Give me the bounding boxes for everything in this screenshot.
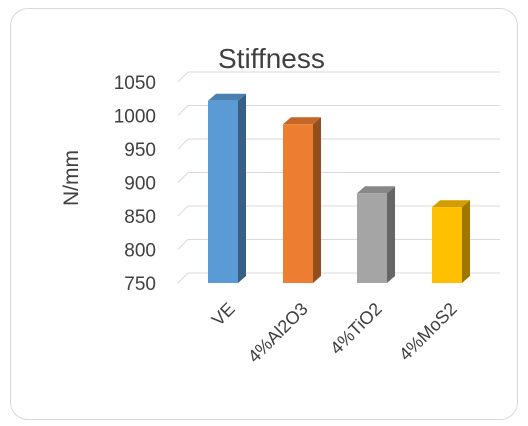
gridline [177,172,500,183]
y-tick-label: 900 [124,174,156,195]
y-tick-label: 850 [124,207,156,228]
bar-4-tio2 [357,186,395,283]
gridline [177,272,500,284]
y-tick-label: 750 [124,274,156,295]
gridline [177,105,500,116]
y-tick-labels: 750 800 850 900 950 1000 1050 [114,73,156,295]
gridline [177,205,500,217]
category-label: 4%Al2O3 [244,299,312,367]
category-label: VE [208,299,239,330]
y-tick-label: 950 [124,140,156,161]
y-tick-label: 800 [124,241,156,262]
y-tick-label: 1000 [114,107,156,128]
bar-ve [208,93,246,283]
category-label: 4%MoS2 [395,299,461,365]
bar-4-al2o3 [283,117,321,284]
gridline [177,239,500,250]
bars [208,93,470,284]
gridlines [177,71,500,284]
category-labels: VE 4%Al2O3 4%TiO2 4%MoS2 [208,299,461,367]
y-axis-label: N/mm [60,150,83,206]
category-label: 4%TiO2 [326,299,386,359]
chart-title: Stiffness [218,43,325,74]
gridline [177,71,500,83]
bar-4-mos2 [432,200,470,283]
y-tick-label: 1050 [114,73,156,94]
gridline [177,138,500,150]
